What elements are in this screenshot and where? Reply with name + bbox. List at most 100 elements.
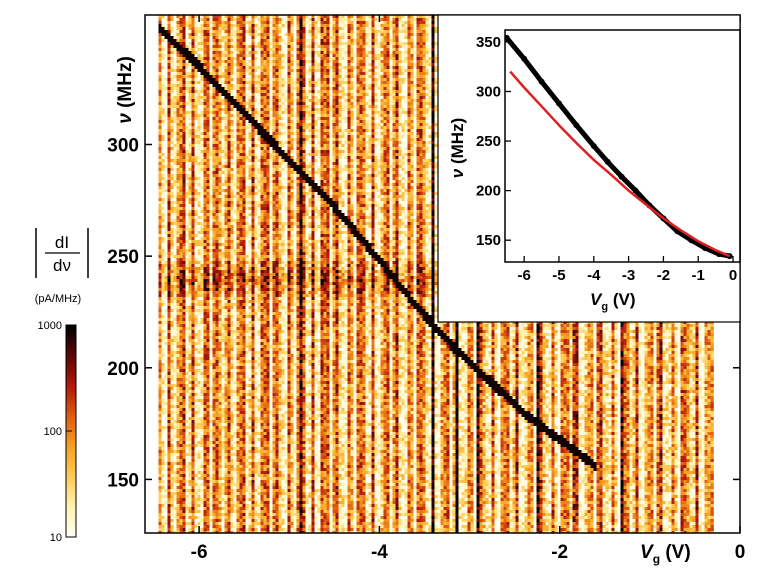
heatmap-cell (159, 225, 162, 228)
heatmap-cell (165, 273, 168, 276)
heatmap-cell (168, 264, 171, 267)
heatmap-cell (171, 144, 174, 147)
heatmap-cell (174, 396, 177, 399)
heatmap-cell (174, 204, 177, 207)
heatmap-cell (165, 438, 168, 441)
heatmap-cell (177, 258, 180, 261)
heatmap-cell (174, 27, 177, 30)
heatmap-cell (168, 141, 171, 144)
heatmap-cell (174, 69, 177, 72)
heatmap-cell (177, 225, 180, 228)
heatmap-cell (168, 369, 171, 372)
heatmap-cell (165, 507, 168, 510)
heatmap-cell (177, 162, 180, 165)
heatmap-cell (159, 414, 162, 417)
heatmap-cell (171, 141, 174, 144)
heatmap-cell (177, 141, 180, 144)
heatmap-cell (171, 327, 174, 330)
heatmap-cell (165, 459, 168, 462)
heatmap-cell (174, 225, 177, 228)
heatmap-cell (168, 462, 171, 465)
heatmap-cell (168, 183, 171, 186)
heatmap-cell (171, 207, 174, 210)
heatmap-cell (165, 216, 168, 219)
heatmap-cell (168, 306, 171, 309)
heatmap-cell (171, 270, 174, 273)
heatmap-cell (171, 114, 174, 117)
heatmap-cell (171, 321, 174, 324)
heatmap-cell (171, 510, 174, 513)
heatmap-cell (162, 252, 165, 255)
heatmap-cell (174, 390, 177, 393)
heatmap-cell (174, 378, 177, 381)
heatmap-cell (171, 339, 174, 342)
heatmap-cell (165, 324, 168, 327)
heatmap-cell (174, 171, 177, 174)
heatmap-cell (171, 75, 174, 78)
heatmap-cell (171, 294, 174, 297)
heatmap-cell (174, 393, 177, 396)
heatmap-cell (165, 39, 168, 42)
heatmap-cell (165, 84, 168, 87)
heatmap-cell (168, 291, 171, 294)
heatmap-cell (174, 264, 177, 267)
heatmap-cell (159, 201, 162, 204)
heatmap-cell (168, 411, 171, 414)
heatmap-cell (168, 93, 171, 96)
heatmap-cell (174, 528, 177, 531)
heatmap-cell (159, 435, 162, 438)
heatmap-cell (171, 174, 174, 177)
heatmap-cell (171, 102, 174, 105)
heatmap-cell (171, 60, 174, 63)
heatmap-cell (159, 24, 162, 27)
heatmap-cell (159, 426, 162, 429)
heatmap-cell (168, 168, 171, 171)
heatmap-cell (159, 228, 162, 231)
heatmap-cell (168, 318, 171, 321)
heatmap-cell (162, 450, 165, 453)
heatmap-cell (174, 489, 177, 492)
heatmap-cell (177, 279, 180, 282)
heatmap-cell (159, 372, 162, 375)
heatmap-cell (159, 360, 162, 363)
heatmap-cell (171, 30, 174, 33)
heatmap-cell (174, 276, 177, 279)
heatmap-cell (165, 249, 168, 252)
heatmap-cell (159, 429, 162, 432)
heatmap-cell (159, 507, 162, 510)
heatmap-cell (168, 426, 171, 429)
heatmap-cell (174, 150, 177, 153)
heatmap-cell (162, 162, 165, 165)
heatmap-cell (162, 120, 165, 123)
heatmap-cell (171, 57, 174, 60)
heatmap-cell (168, 495, 171, 498)
heatmap-cell (171, 432, 174, 435)
heatmap-cell (165, 339, 168, 342)
heatmap-cell (162, 141, 165, 144)
heatmap-cell (162, 423, 165, 426)
heatmap-cell (168, 492, 171, 495)
heatmap-cell (177, 285, 180, 288)
heatmap-cell (171, 231, 174, 234)
heatmap-cell (174, 423, 177, 426)
heatmap-cell (171, 216, 174, 219)
heatmap-cell (162, 132, 165, 135)
heatmap-cell (171, 258, 174, 261)
heatmap-cell (168, 72, 171, 75)
heatmap-cell (159, 417, 162, 420)
heatmap-cell (174, 465, 177, 468)
heatmap-cell (165, 111, 168, 114)
heatmap-cell (174, 414, 177, 417)
heatmap-cell (162, 291, 165, 294)
heatmap-cell (159, 489, 162, 492)
heatmap-cell (174, 312, 177, 315)
heatmap-cell (159, 45, 162, 48)
heatmap-cell (171, 309, 174, 312)
heatmap-cell (159, 102, 162, 105)
heatmap-cell (174, 441, 177, 444)
heatmap-cell (168, 177, 171, 180)
heatmap-cell (174, 372, 177, 375)
heatmap-cell (159, 285, 162, 288)
heatmap-cell (171, 366, 174, 369)
heatmap-cell (162, 264, 165, 267)
